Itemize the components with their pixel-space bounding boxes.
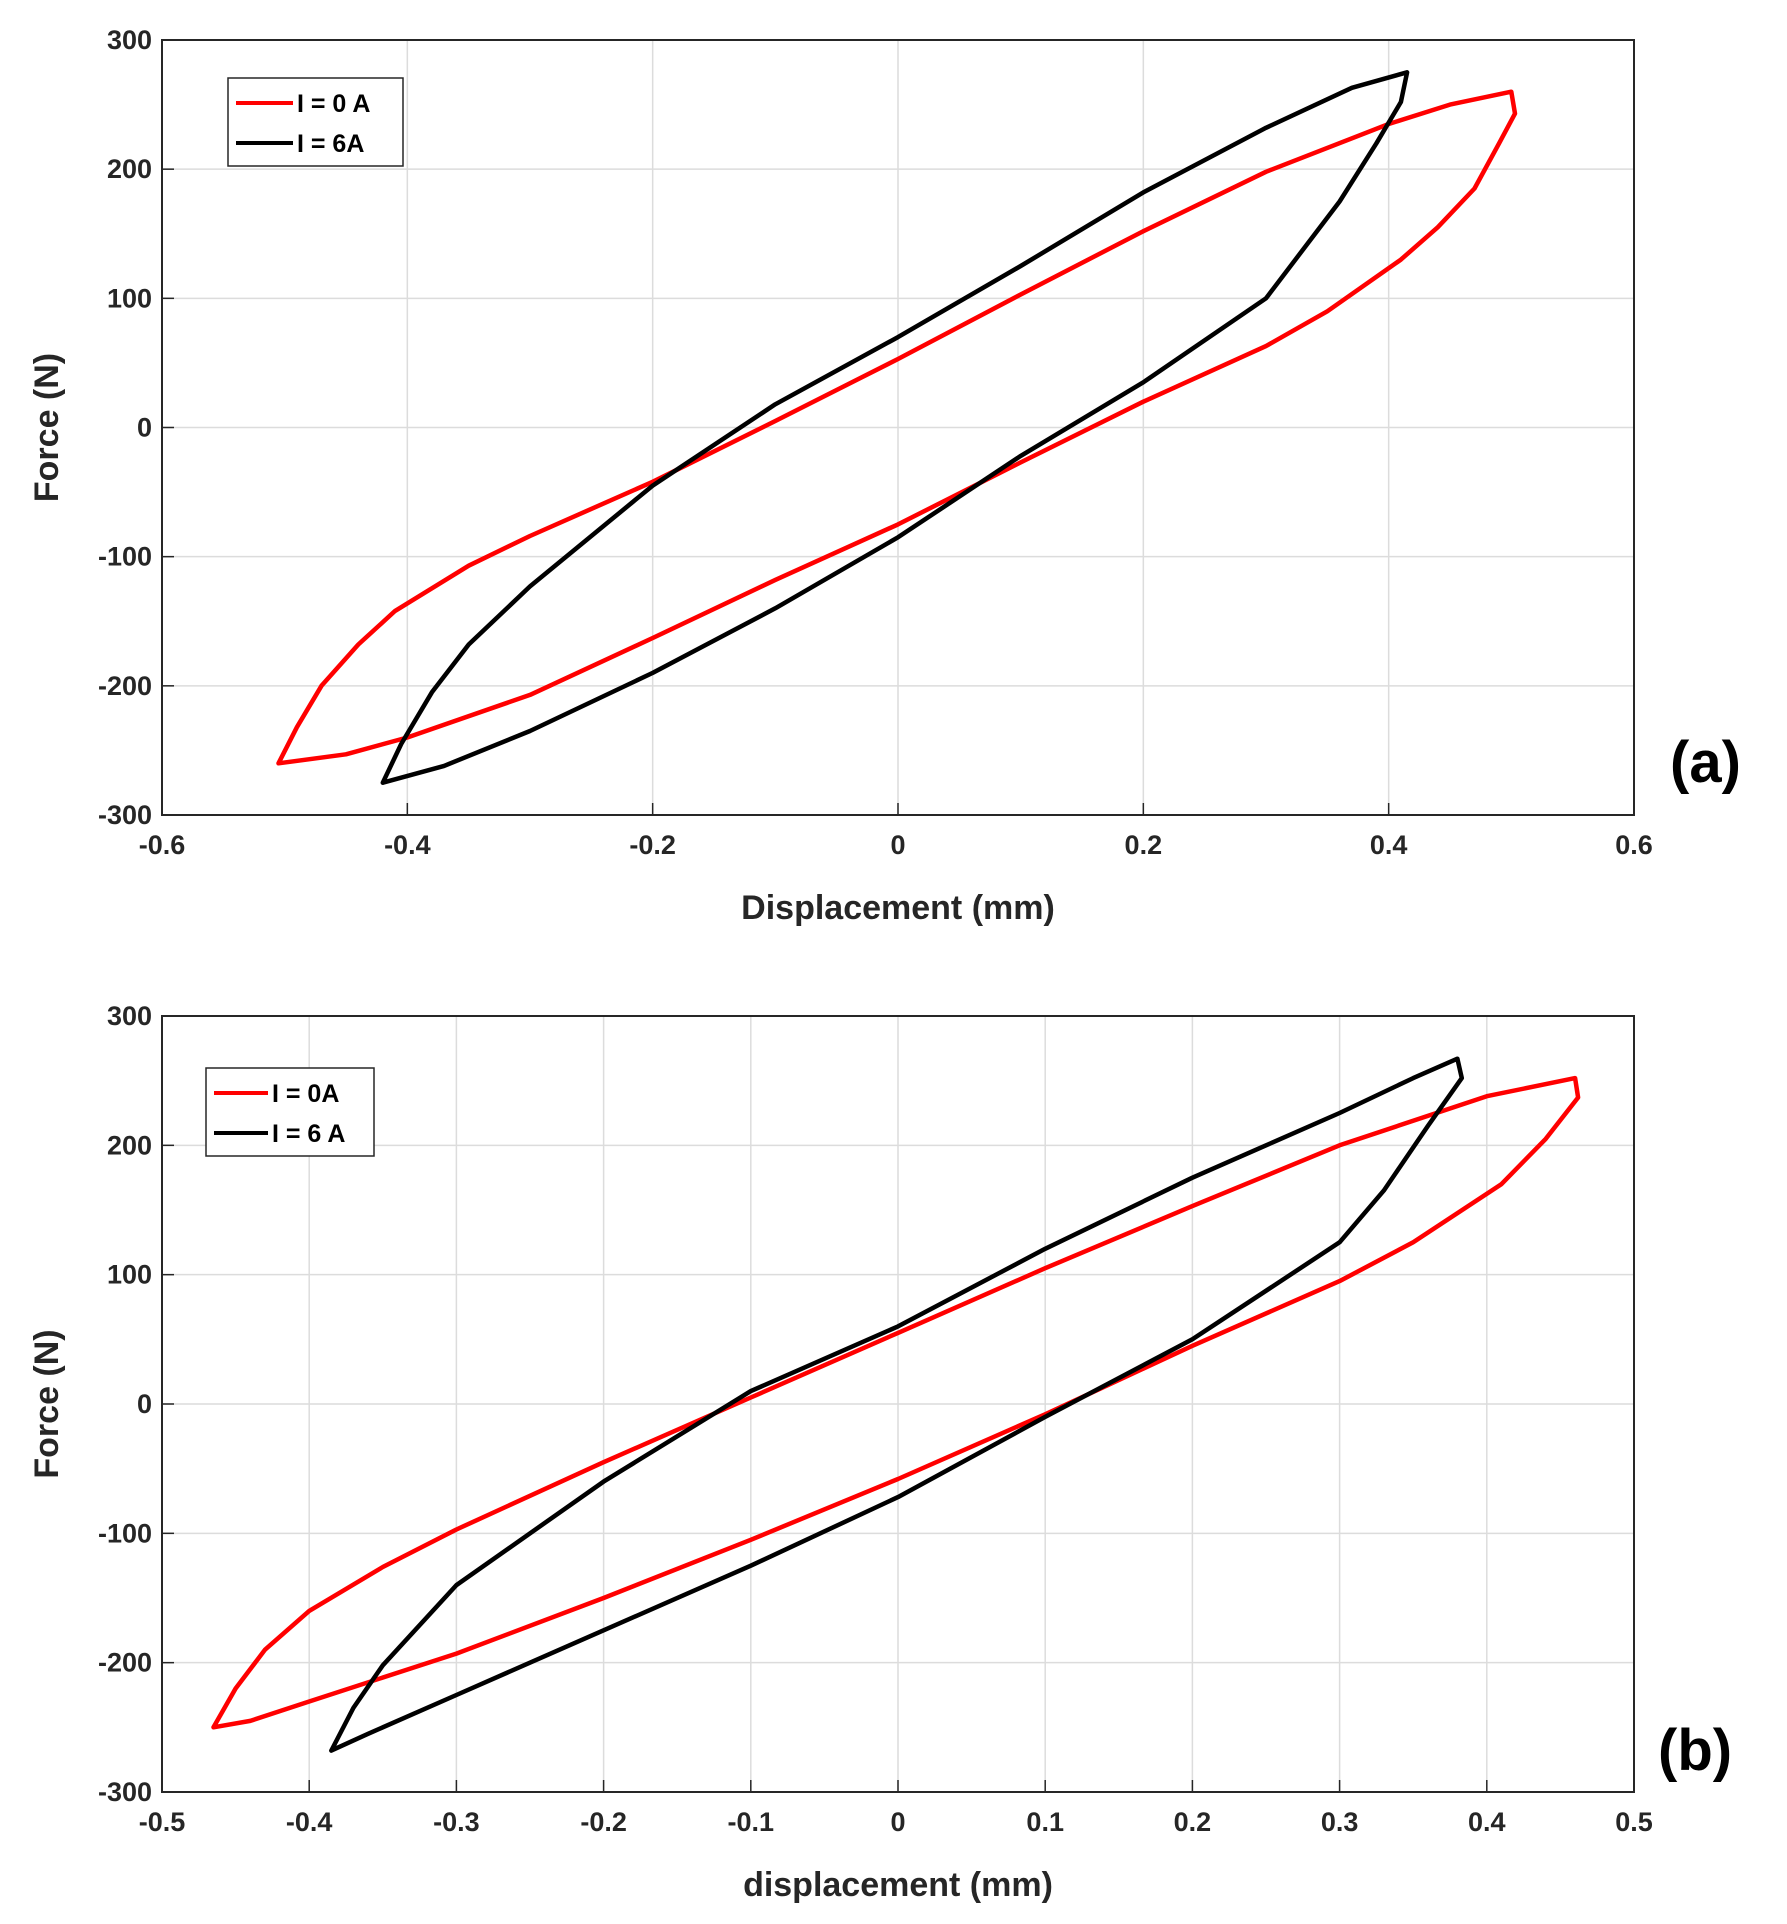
y-tick-label: 100 — [107, 283, 152, 313]
y-axis-title: Force (N) — [28, 353, 66, 502]
y-tick-label: -200 — [98, 671, 152, 701]
x-tick-label: 0.6 — [1615, 830, 1653, 860]
legend-label-i-0a: I = 0 A — [297, 90, 370, 118]
y-tick-labels: -300 -200 -100 0 100 200 300 — [98, 25, 152, 830]
chart-panel-a: -0.6 -0.4 -0.2 0 0.2 0.4 0.6 -300 -200 -100 0 100 2… — [28, 25, 1741, 927]
y-tick-labels: -300 -200 -100 0 100 200 300 — [98, 1001, 152, 1807]
y-tick-label: -100 — [98, 542, 152, 572]
x-tick-label: -0.1 — [728, 1807, 775, 1837]
legend: I = 0A I = 6 A — [205, 1067, 375, 1157]
legend-box — [205, 1067, 375, 1157]
plot-frame — [161, 1015, 1635, 1793]
panel-label-b: (b) — [1658, 1718, 1732, 1783]
x-tick-label: -0.4 — [286, 1807, 333, 1837]
y-tick-label: 200 — [107, 154, 152, 184]
series-line-i-0a — [211, 1075, 1581, 1730]
x-tick-label: 0.4 — [1468, 1807, 1506, 1837]
x-tick-labels: -0.6 -0.4 -0.2 0 0.2 0.4 0.6 — [139, 830, 1653, 860]
x-tick-label: -0.5 — [139, 1807, 186, 1837]
x-tick-label: 0.2 — [1125, 830, 1163, 860]
y-tick-label: -300 — [98, 1777, 152, 1807]
x-tick-label: 0.2 — [1174, 1807, 1212, 1837]
x-tick-label: -0.4 — [384, 830, 431, 860]
legend-label-i-6a: I = 6A — [297, 130, 364, 158]
series-line-i-6a — [380, 70, 1410, 785]
series-line-i-6-a — [329, 1056, 1465, 1753]
y-tick-label: 300 — [107, 25, 152, 55]
y-tick-label: 100 — [107, 1260, 152, 1290]
y-axis-title: Force (N) — [28, 1329, 66, 1478]
y-tick-label: 200 — [107, 1130, 152, 1160]
x-tick-label: 0 — [890, 1807, 905, 1837]
x-tick-label: 0.1 — [1026, 1807, 1064, 1837]
x-tick-label: 0.3 — [1321, 1807, 1359, 1837]
y-tick-label: -100 — [98, 1518, 152, 1548]
x-tick-labels: -0.5 -0.4 -0.3 -0.2 -0.1 0 0.1 0.2 0.3 0.4 0.5 — [139, 1807, 1653, 1837]
legend-label-i-0a: I = 0A — [272, 1080, 339, 1108]
x-tick-label: 0.4 — [1370, 830, 1408, 860]
x-axis-title: Displacement (mm) — [741, 889, 1055, 927]
y-tick-label: -200 — [98, 1648, 152, 1678]
x-tick-label: 0 — [890, 830, 905, 860]
legend-label-i-6a: I = 6 A — [272, 1120, 345, 1148]
x-tick-label: -0.2 — [580, 1807, 627, 1837]
y-tick-label: 0 — [137, 1389, 152, 1419]
legend: I = 0 A I = 6A — [227, 77, 404, 167]
series-layer — [276, 70, 1518, 785]
legend-box — [227, 77, 404, 167]
series-layer — [211, 1056, 1581, 1753]
x-tick-label: -0.6 — [139, 830, 186, 860]
y-tick-label: 0 — [137, 413, 152, 443]
x-tick-label: 0.5 — [1615, 1807, 1653, 1837]
x-tick-label: -0.3 — [433, 1807, 480, 1837]
panel-label-a: (a) — [1670, 730, 1741, 795]
y-tick-label: -300 — [98, 800, 152, 830]
x-axis-title: displacement (mm) — [743, 1866, 1053, 1904]
plot-frame — [161, 39, 1635, 816]
series-line-i-0-a — [276, 89, 1518, 766]
x-tick-label: -0.2 — [629, 830, 676, 860]
y-tick-label: 300 — [107, 1001, 152, 1031]
chart-panel-b: -0.5 -0.4 -0.3 -0.2 -0.1 0 0.1 0.2 0.3 0.4 0.5 -30… — [28, 1001, 1732, 1904]
